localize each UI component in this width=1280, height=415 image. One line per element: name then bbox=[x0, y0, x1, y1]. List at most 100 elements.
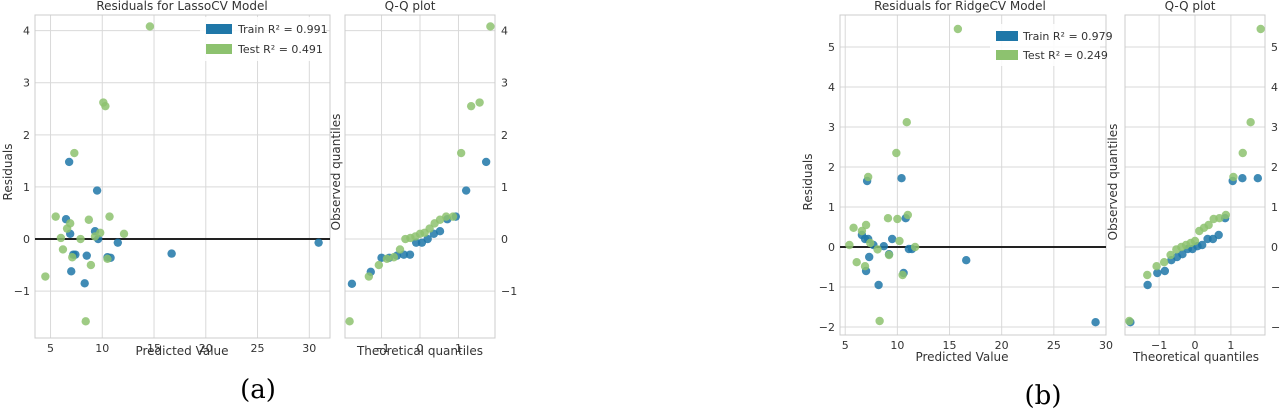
y-tick-label-a-qq: 0 bbox=[501, 233, 508, 246]
plot-frame-a-qq bbox=[344, 14, 496, 339]
figure-b: Residuals for RidgeCV Model Q-Q plot 5 10… bbox=[801, 0, 1280, 411]
y-tick-label-b-res: −2 bbox=[819, 321, 835, 334]
train-point-b-qq bbox=[1197, 240, 1207, 250]
y-tick-label-b-qq: 3 bbox=[1271, 121, 1278, 134]
test-point-a-res bbox=[145, 22, 155, 31]
figure-a: Residuals for LassoCV Model Q-Q plot 5 1 0… bbox=[1, 0, 517, 405]
test-point-b-res bbox=[873, 245, 882, 254]
train-point-b-res bbox=[897, 174, 906, 183]
legend-test-swatch-a bbox=[206, 44, 232, 54]
legend-train-swatch-a bbox=[206, 24, 232, 34]
y-tick-label-a-res: 2 bbox=[23, 129, 30, 142]
test-point-b-qq bbox=[1238, 148, 1247, 158]
y-tick-label-a-qq: −1 bbox=[501, 285, 517, 298]
x-tick-label-a-res: 25 bbox=[251, 342, 265, 355]
xlabel-b: Predicted Value bbox=[915, 350, 1008, 364]
test-point-a-qq bbox=[345, 317, 354, 326]
plot-frame-a-res bbox=[34, 14, 331, 339]
x-tick-label-a-qq: 1 bbox=[455, 342, 462, 355]
residuals-title-b: Residuals for RidgeCV Model bbox=[874, 0, 1046, 13]
test-point-a-res bbox=[68, 253, 77, 262]
qq-ylabel-a: Observed quantiles bbox=[329, 114, 343, 231]
train-point-a-res bbox=[82, 251, 91, 260]
test-point-b-res bbox=[884, 250, 894, 260]
test-point-a-qq bbox=[441, 212, 451, 221]
test-point-b-res bbox=[860, 262, 870, 271]
plot-frame-b-res bbox=[839, 14, 1107, 336]
test-point-b-res bbox=[852, 258, 861, 267]
y-tick-label-a-res: 0 bbox=[23, 233, 30, 246]
test-point-b-res bbox=[875, 316, 884, 326]
legend-test-label-a: Test R² = 0.491 bbox=[237, 43, 323, 56]
ylabel-b: Residuals bbox=[801, 154, 815, 211]
legend-b: Train R² = 0.979 Test R² = 0.249 bbox=[990, 24, 1113, 66]
y-tick-label-a-res: 1 bbox=[23, 181, 30, 194]
test-point-a-res bbox=[51, 212, 60, 221]
train-point-a-qq bbox=[405, 250, 415, 259]
x-tick-label-b-res: 15 bbox=[943, 339, 957, 352]
train-point-a-qq bbox=[411, 238, 421, 247]
test-point-b-qq bbox=[1125, 316, 1134, 326]
y-tick-label-a-qq: 2 bbox=[501, 129, 508, 142]
qq-title-a: Q-Q plot bbox=[385, 0, 436, 13]
x-tick-label-a-res: 15 bbox=[147, 342, 161, 355]
train-point-a-qq bbox=[435, 227, 445, 236]
x-tick-label-a-qq: −1 bbox=[373, 342, 389, 355]
test-point-a-res bbox=[84, 215, 94, 224]
residuals-title-a: Residuals for LassoCV Model bbox=[96, 0, 267, 13]
test-point-a-qq bbox=[456, 148, 466, 158]
ylabel-a: Residuals bbox=[1, 144, 15, 201]
sublabel-a: (a) bbox=[240, 375, 276, 405]
test-point-b-qq bbox=[1159, 258, 1169, 267]
test-point-a-res bbox=[56, 233, 66, 243]
test-point-a-qq bbox=[364, 272, 374, 281]
test-point-b-res bbox=[849, 223, 858, 232]
y-tick-label-b-qq: 2 bbox=[1271, 161, 1278, 174]
train-point-a-qq bbox=[423, 234, 432, 244]
train-point-b-res bbox=[962, 256, 971, 265]
test-point-b-res bbox=[898, 270, 907, 280]
train-point-b-qq bbox=[1178, 250, 1187, 259]
test-point-b-res bbox=[953, 24, 963, 34]
y-tick-label-b-qq: −2 bbox=[1271, 321, 1280, 334]
y-tick-label-b-res: 0 bbox=[828, 241, 835, 254]
qq-plot-b: −1 0 1 −2 −1 0 1 2 3 4 5 bbox=[1124, 14, 1280, 352]
y-tick-label-a-qq: 4 bbox=[501, 25, 508, 38]
x-tick-label-b-res: 5 bbox=[842, 339, 849, 352]
test-point-a-res bbox=[103, 254, 112, 264]
legend-test-swatch-b bbox=[996, 50, 1018, 60]
test-point-b-qq bbox=[1143, 270, 1152, 280]
qq-ylabel-b: Observed quantiles bbox=[1106, 124, 1120, 241]
train-point-a-res bbox=[314, 238, 323, 247]
y-tick-label-b-qq: 4 bbox=[1271, 81, 1278, 94]
y-tick-label-a-res: −1 bbox=[14, 285, 30, 298]
y-tick-label-b-res: 5 bbox=[828, 41, 835, 54]
train-point-b-qq bbox=[1238, 174, 1247, 183]
y-tick-label-b-qq: 0 bbox=[1271, 241, 1278, 254]
test-point-a-qq bbox=[486, 22, 495, 31]
legend-train-swatch-b bbox=[996, 31, 1018, 41]
legend-a: Train R² = 0.991 Test R² = 0.491 bbox=[200, 17, 328, 61]
train-point-b-res bbox=[1091, 318, 1100, 327]
test-point-a-res bbox=[76, 234, 85, 244]
test-point-b-qq bbox=[1166, 250, 1175, 260]
train-point-b-res bbox=[887, 234, 897, 244]
x-tick-label-b-res: 10 bbox=[890, 339, 904, 352]
test-point-a-qq bbox=[382, 254, 392, 264]
test-point-b-res bbox=[892, 148, 901, 158]
train-point-b-qq bbox=[1160, 266, 1170, 276]
test-point-b-qq bbox=[1215, 214, 1224, 223]
test-point-a-res bbox=[81, 317, 90, 326]
test-point-a-res bbox=[65, 219, 75, 228]
train-point-a-res bbox=[64, 157, 74, 167]
train-point-a-res bbox=[67, 267, 76, 276]
test-point-a-qq bbox=[425, 224, 434, 233]
train-point-a-res bbox=[167, 249, 176, 258]
train-point-b-qq bbox=[1214, 230, 1223, 240]
y-tick-label-b-qq: −1 bbox=[1271, 281, 1280, 294]
test-point-a-qq bbox=[466, 101, 476, 111]
x-tick-label-a-res: 5 bbox=[47, 342, 54, 355]
x-tick-label-b-res: 30 bbox=[1099, 339, 1113, 352]
x-tick-label-a-res: 30 bbox=[302, 342, 316, 355]
